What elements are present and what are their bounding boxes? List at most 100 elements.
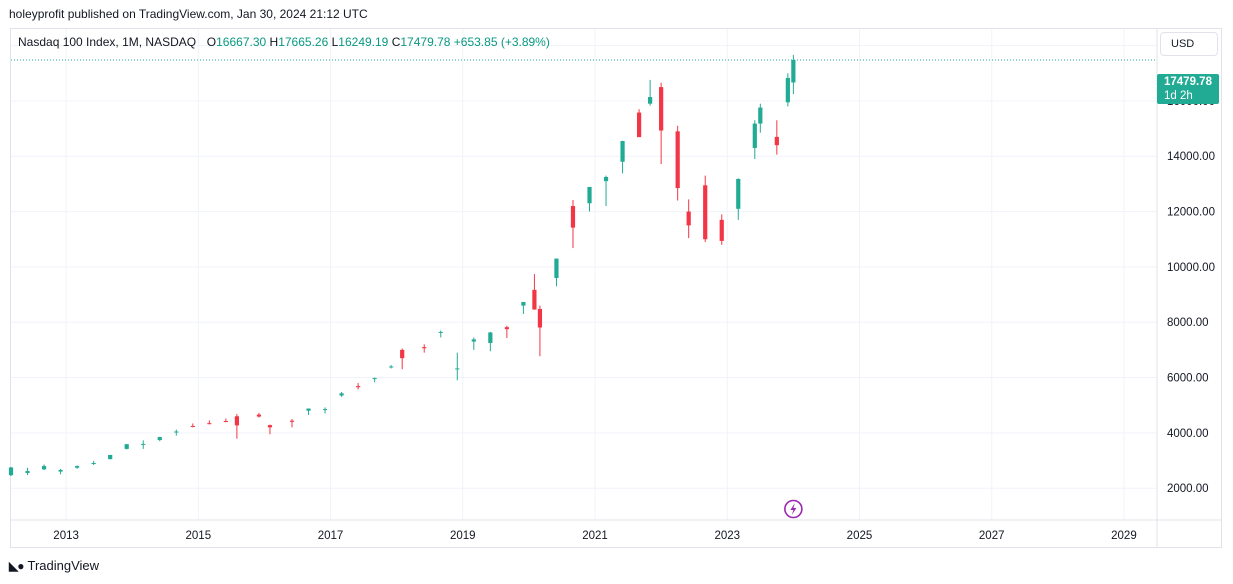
- candle-down: [675, 125, 680, 201]
- open-label: O: [206, 35, 217, 49]
- candle-body: [791, 59, 796, 83]
- candle-up: [41, 464, 47, 470]
- symbol-name[interactable]: Nasdaq 100 Index, 1M, NASDAQ: [18, 35, 197, 49]
- candle-up: [648, 79, 653, 106]
- candle-down: [267, 424, 273, 435]
- candle-body: [190, 425, 195, 427]
- candle-up: [8, 466, 14, 477]
- candle-body: [504, 327, 509, 330]
- candle-up: [174, 429, 179, 436]
- candle-body: [91, 463, 96, 465]
- close-value: 17479.78: [400, 35, 451, 49]
- last-price-tag: 17479.78 1d 2h: [1157, 74, 1219, 104]
- candle-body: [58, 469, 63, 472]
- candle-body: [389, 366, 394, 368]
- candle-up: [389, 365, 394, 369]
- candle-up: [25, 467, 30, 476]
- candle-body: [141, 443, 146, 445]
- x-tick-label: 2021: [582, 530, 608, 542]
- candle-up: [339, 391, 344, 397]
- candle-body: [174, 431, 179, 433]
- high-value: 17665.26: [278, 35, 329, 49]
- candle-up: [791, 54, 796, 95]
- low-value: 16249.19: [338, 35, 389, 49]
- y-tick-label: 6000.00: [1167, 373, 1209, 385]
- candle-body: [686, 211, 691, 226]
- candle-body: [455, 368, 460, 370]
- candle-body: [636, 112, 642, 138]
- candle-body: [570, 206, 576, 228]
- close-label: C: [391, 35, 401, 49]
- footer-branding[interactable]: ◣● TradingView: [9, 558, 99, 573]
- bar-countdown: 1d 2h: [1164, 90, 1193, 102]
- candle-up: [91, 460, 96, 465]
- candle-up: [157, 436, 162, 442]
- candle-body: [675, 131, 680, 189]
- candle-body: [471, 339, 476, 342]
- candle-body: [306, 408, 311, 411]
- candle-up: [587, 186, 592, 212]
- candle-down: [190, 423, 195, 428]
- candle-body: [75, 466, 80, 468]
- open-value: 16667.30: [216, 35, 267, 49]
- candle-body: [736, 178, 741, 209]
- candle-up: [488, 331, 493, 352]
- publish-header: holeyprofit published on TradingView.com…: [9, 7, 368, 21]
- last-price-value: 17479.78: [1164, 76, 1212, 88]
- candle-down: [207, 420, 212, 425]
- candle-body: [785, 77, 790, 103]
- currency-button[interactable]: USD: [1160, 32, 1218, 56]
- candle-down: [659, 82, 664, 164]
- candle-body: [124, 444, 129, 449]
- candle-body: [648, 97, 653, 104]
- y-tick-label: 4000.00: [1167, 428, 1209, 440]
- x-tick-label: 2025: [847, 530, 873, 542]
- candle-body: [587, 186, 592, 204]
- y-tick-label: 14000.00: [1167, 151, 1215, 163]
- candle-body: [41, 466, 47, 470]
- candle-body: [157, 437, 162, 441]
- candle-up: [108, 454, 113, 460]
- chart-pane[interactable]: [10, 28, 1222, 548]
- candle-up: [438, 330, 443, 338]
- candle-up: [620, 140, 625, 174]
- candle-body: [488, 332, 493, 343]
- candle-body: [719, 219, 724, 241]
- candle-body: [774, 136, 779, 146]
- candle-body: [223, 420, 228, 422]
- change-value: +653.85 (+3.89%): [453, 35, 550, 49]
- y-tick-label: 2000.00: [1167, 483, 1209, 495]
- candle-body: [108, 454, 113, 460]
- candle-body: [422, 347, 427, 349]
- candle-up: [372, 377, 377, 383]
- candle-down: [719, 214, 724, 245]
- candle-body: [356, 386, 361, 388]
- candle-body: [322, 409, 328, 411]
- candle-up: [455, 352, 460, 381]
- candle-body: [267, 425, 273, 428]
- high-label: H: [269, 35, 279, 49]
- candle-up: [752, 120, 757, 160]
- x-tick-label: 2027: [979, 530, 1005, 542]
- lightning-bolt-glyph: [790, 503, 797, 515]
- candle-down: [537, 305, 543, 357]
- candle-body: [758, 107, 763, 124]
- candle-body: [207, 423, 212, 425]
- tradingview-logo-icon: ◣●: [9, 558, 25, 573]
- candle-up: [758, 103, 763, 133]
- candle-down: [400, 348, 405, 370]
- candle-body: [554, 258, 559, 278]
- candle-down: [636, 109, 642, 138]
- x-tick-label: 2015: [186, 530, 212, 542]
- candle-up: [322, 407, 328, 414]
- candle-body: [289, 420, 295, 422]
- candle-down: [422, 344, 427, 353]
- candle-body: [438, 331, 443, 333]
- candle-body: [537, 308, 543, 328]
- y-tick-label: 12000.00: [1167, 207, 1215, 219]
- candle-down: [532, 274, 537, 310]
- candle-body: [256, 414, 262, 417]
- candle-up: [306, 408, 311, 415]
- candle-body: [620, 141, 625, 162]
